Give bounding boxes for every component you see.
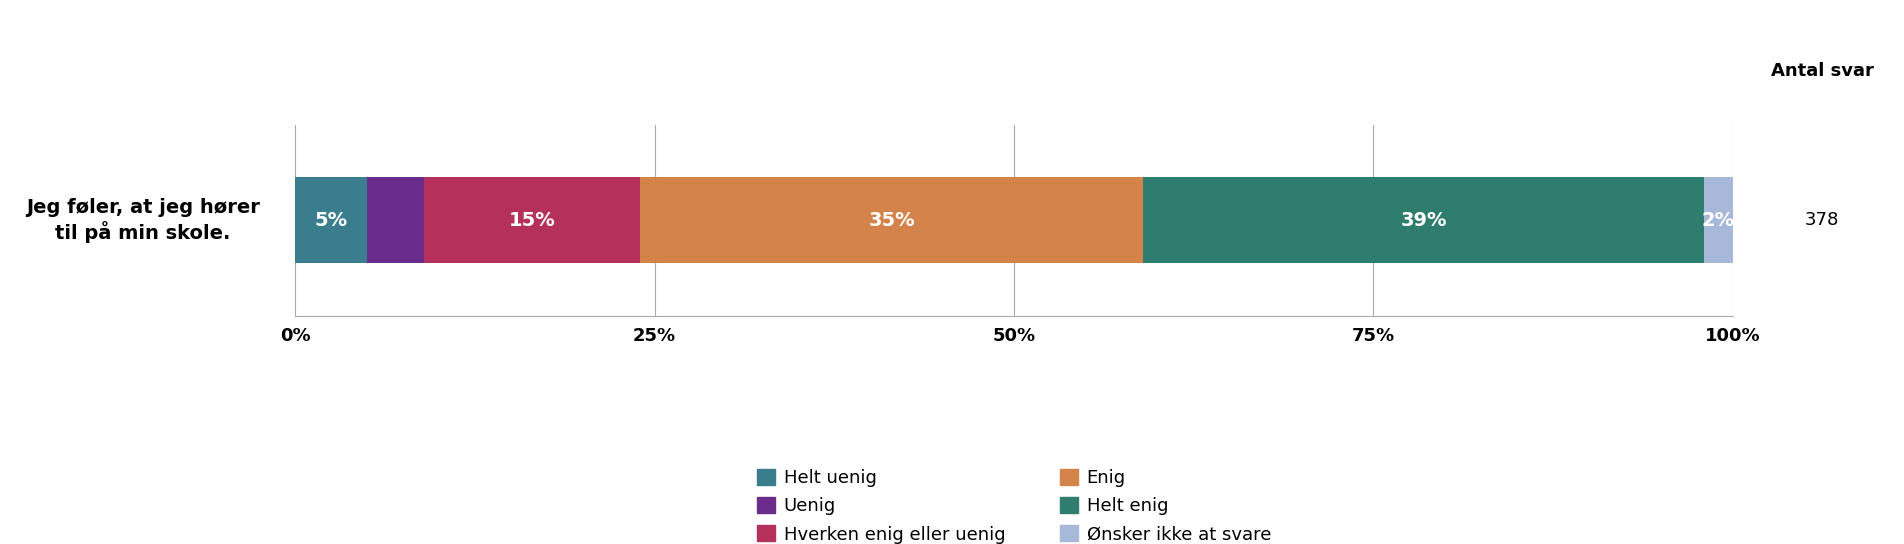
Text: 378: 378 — [1805, 211, 1839, 230]
Legend: Helt uenig, Uenig, Hverken enig eller uenig, Enig, Helt enig, Ønsker ikke at sva: Helt uenig, Uenig, Hverken enig eller ue… — [750, 462, 1278, 544]
Bar — [425, 177, 640, 263]
Text: 39%: 39% — [1399, 211, 1447, 230]
Text: 15%: 15% — [508, 211, 556, 230]
Text: 35%: 35% — [868, 211, 916, 230]
Text: 5%: 5% — [314, 211, 348, 230]
Text: Jeg føler, at jeg hører
til på min skole.: Jeg føler, at jeg hører til på min skole… — [27, 198, 259, 243]
Bar — [1704, 177, 1733, 263]
Bar — [295, 177, 367, 263]
Bar — [640, 177, 1142, 263]
Text: 2%: 2% — [1702, 211, 1735, 230]
Text: Antal svar: Antal svar — [1771, 61, 1874, 80]
Bar — [367, 177, 425, 263]
Bar — [1142, 177, 1704, 263]
